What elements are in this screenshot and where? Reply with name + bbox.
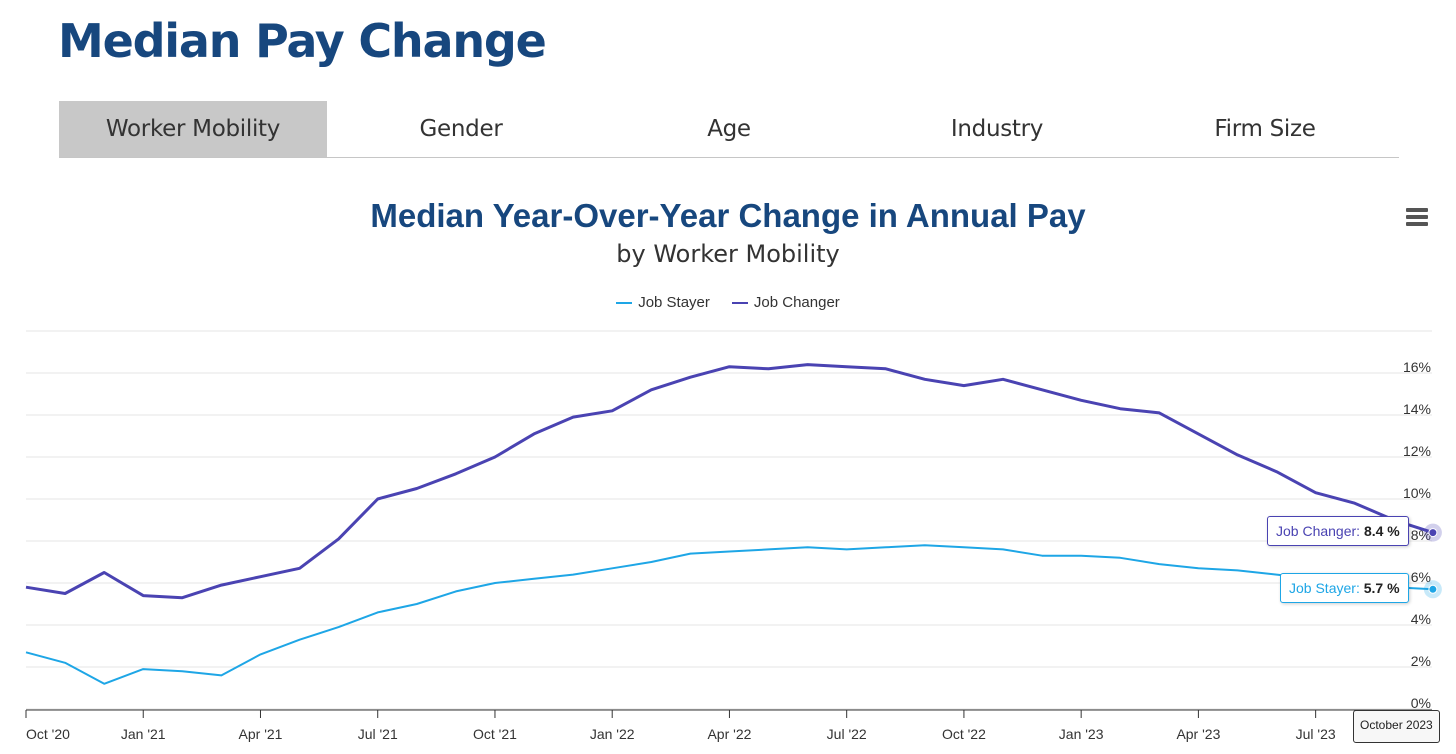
tooltip-changer-value: 8.4 % bbox=[1363, 523, 1400, 539]
y-tick-label: 2% bbox=[1411, 653, 1431, 669]
legend-item-job-changer[interactable]: Job Changer bbox=[731, 294, 840, 311]
legend-label-job-changer: Job Changer bbox=[753, 294, 840, 311]
tab-bar: Worker Mobility Gender Age Industry Firm… bbox=[59, 101, 1399, 158]
x-tick-label: Oct '20 bbox=[26, 726, 70, 742]
legend-item-job-stayer[interactable]: Job Stayer bbox=[616, 294, 710, 311]
x-tick-label: Jan '22 bbox=[590, 726, 635, 742]
x-tick-label: Jul '23 bbox=[1296, 726, 1336, 742]
tooltip-job-stayer: Job Stayer: 5.7 % bbox=[1280, 573, 1409, 603]
tab-gender[interactable]: Gender bbox=[419, 116, 503, 142]
x-tick-label: Jan '23 bbox=[1059, 726, 1104, 742]
x-tick-label: Apr '22 bbox=[707, 726, 751, 742]
tab-age[interactable]: Age bbox=[707, 116, 751, 142]
x-tick-label: Jul '22 bbox=[827, 726, 867, 742]
legend-swatch-job-stayer bbox=[616, 301, 633, 304]
series-line-job-changer bbox=[25, 363, 1434, 600]
chart-title: Median Year-Over-Year Change in Annual P… bbox=[370, 197, 1086, 234]
legend-swatch-job-changer bbox=[731, 301, 748, 304]
y-tick-label: 4% bbox=[1411, 611, 1431, 627]
x-tick-label: Apr '21 bbox=[239, 726, 283, 742]
x-tick-label: Apr '23 bbox=[1176, 726, 1220, 742]
y-tick-label: 16% bbox=[1403, 359, 1431, 375]
tab-industry[interactable]: Industry bbox=[950, 116, 1044, 142]
hamburger-menu-icon[interactable] bbox=[1406, 208, 1428, 226]
tab-firm-size[interactable]: Firm Size bbox=[1214, 116, 1316, 142]
y-tick-label: 12% bbox=[1403, 443, 1431, 459]
page-title: Median Pay Change bbox=[58, 14, 547, 68]
x-tick-label: Oct '22 bbox=[942, 726, 986, 742]
x-axis-crosshair-label: October 2023 bbox=[1353, 710, 1440, 743]
x-tick-label: Jan '21 bbox=[121, 726, 166, 742]
chart-subtitle: by Worker Mobility bbox=[616, 240, 840, 268]
tooltip-changer-name: Job Changer bbox=[1276, 523, 1357, 539]
tooltip-job-changer: Job Changer: 8.4 % bbox=[1267, 516, 1409, 546]
series-line-job-stayer bbox=[25, 544, 1433, 685]
hover-marker-job-changer bbox=[1428, 528, 1438, 538]
hover-marker-job-stayer bbox=[1428, 584, 1438, 594]
x-tick-label: Jul '21 bbox=[358, 726, 398, 742]
y-tick-label: 0% bbox=[1411, 695, 1431, 711]
legend-label-job-stayer: Job Stayer bbox=[638, 294, 710, 311]
y-tick-label: 10% bbox=[1403, 485, 1431, 501]
x-tick-label: Oct '21 bbox=[473, 726, 517, 742]
tooltip-stayer-value: 5.7 % bbox=[1363, 580, 1400, 596]
y-tick-label: 14% bbox=[1403, 401, 1431, 417]
tab-worker-mobility[interactable]: Worker Mobility bbox=[59, 101, 327, 157]
y-tick-label: 6% bbox=[1411, 569, 1431, 585]
tooltip-stayer-name: Job Stayer bbox=[1289, 580, 1356, 596]
chart-legend: Job Stayer Job Changer bbox=[0, 294, 1456, 311]
